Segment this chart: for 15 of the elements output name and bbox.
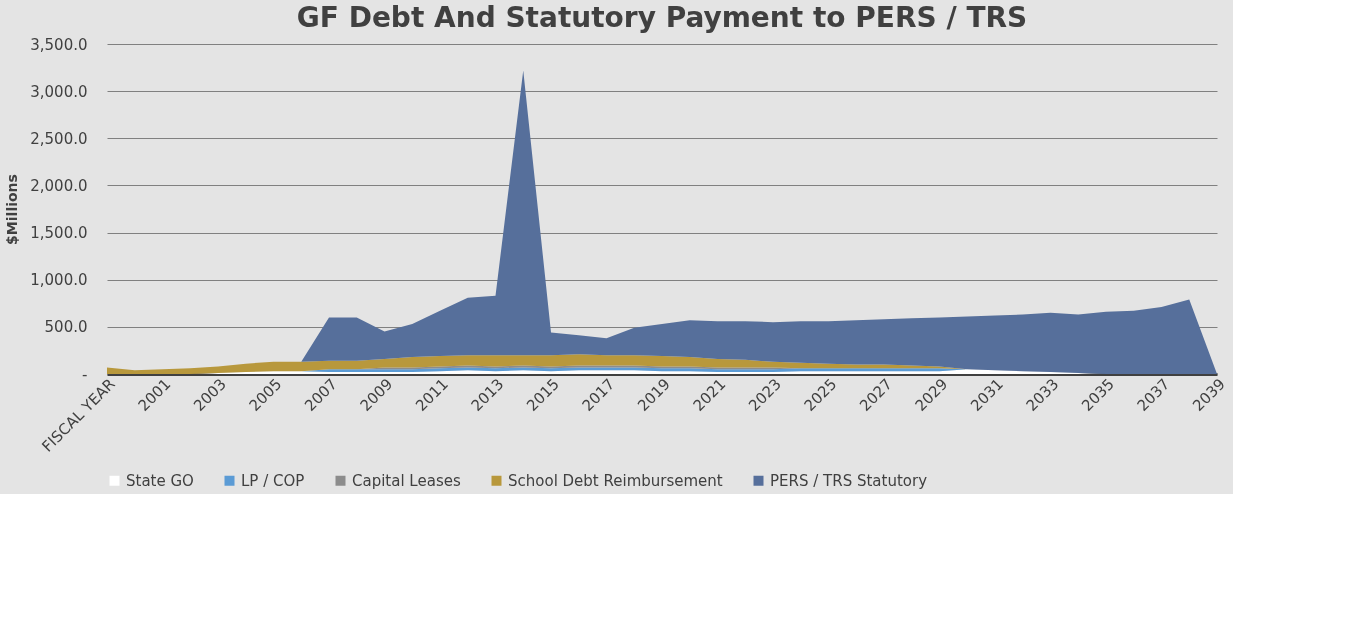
y-tick-label: 500.0 bbox=[44, 318, 88, 337]
y-tick-label: 1,000.0 bbox=[30, 271, 88, 290]
y-tick-label: 2,000.0 bbox=[30, 176, 88, 195]
legend-label: Capital Leases bbox=[352, 471, 461, 490]
legend-label: PERS / TRS Statutory bbox=[770, 471, 928, 490]
y-axis-title: $Millions bbox=[4, 174, 21, 245]
y-tick-label: 2,500.0 bbox=[30, 129, 88, 148]
legend-label: LP / COP bbox=[241, 471, 305, 490]
chart-title: GF Debt And Statutory Payment to PERS / TRS bbox=[296, 1, 1028, 34]
y-tick-label: - bbox=[82, 365, 88, 384]
legend-label: School Debt Reimbursement bbox=[508, 471, 723, 490]
y-tick-label: 3,500.0 bbox=[30, 35, 88, 54]
y-tick-label: 3,000.0 bbox=[30, 82, 88, 101]
legend-label: State GO bbox=[126, 471, 194, 490]
y-tick-label: 1,500.0 bbox=[30, 224, 88, 243]
